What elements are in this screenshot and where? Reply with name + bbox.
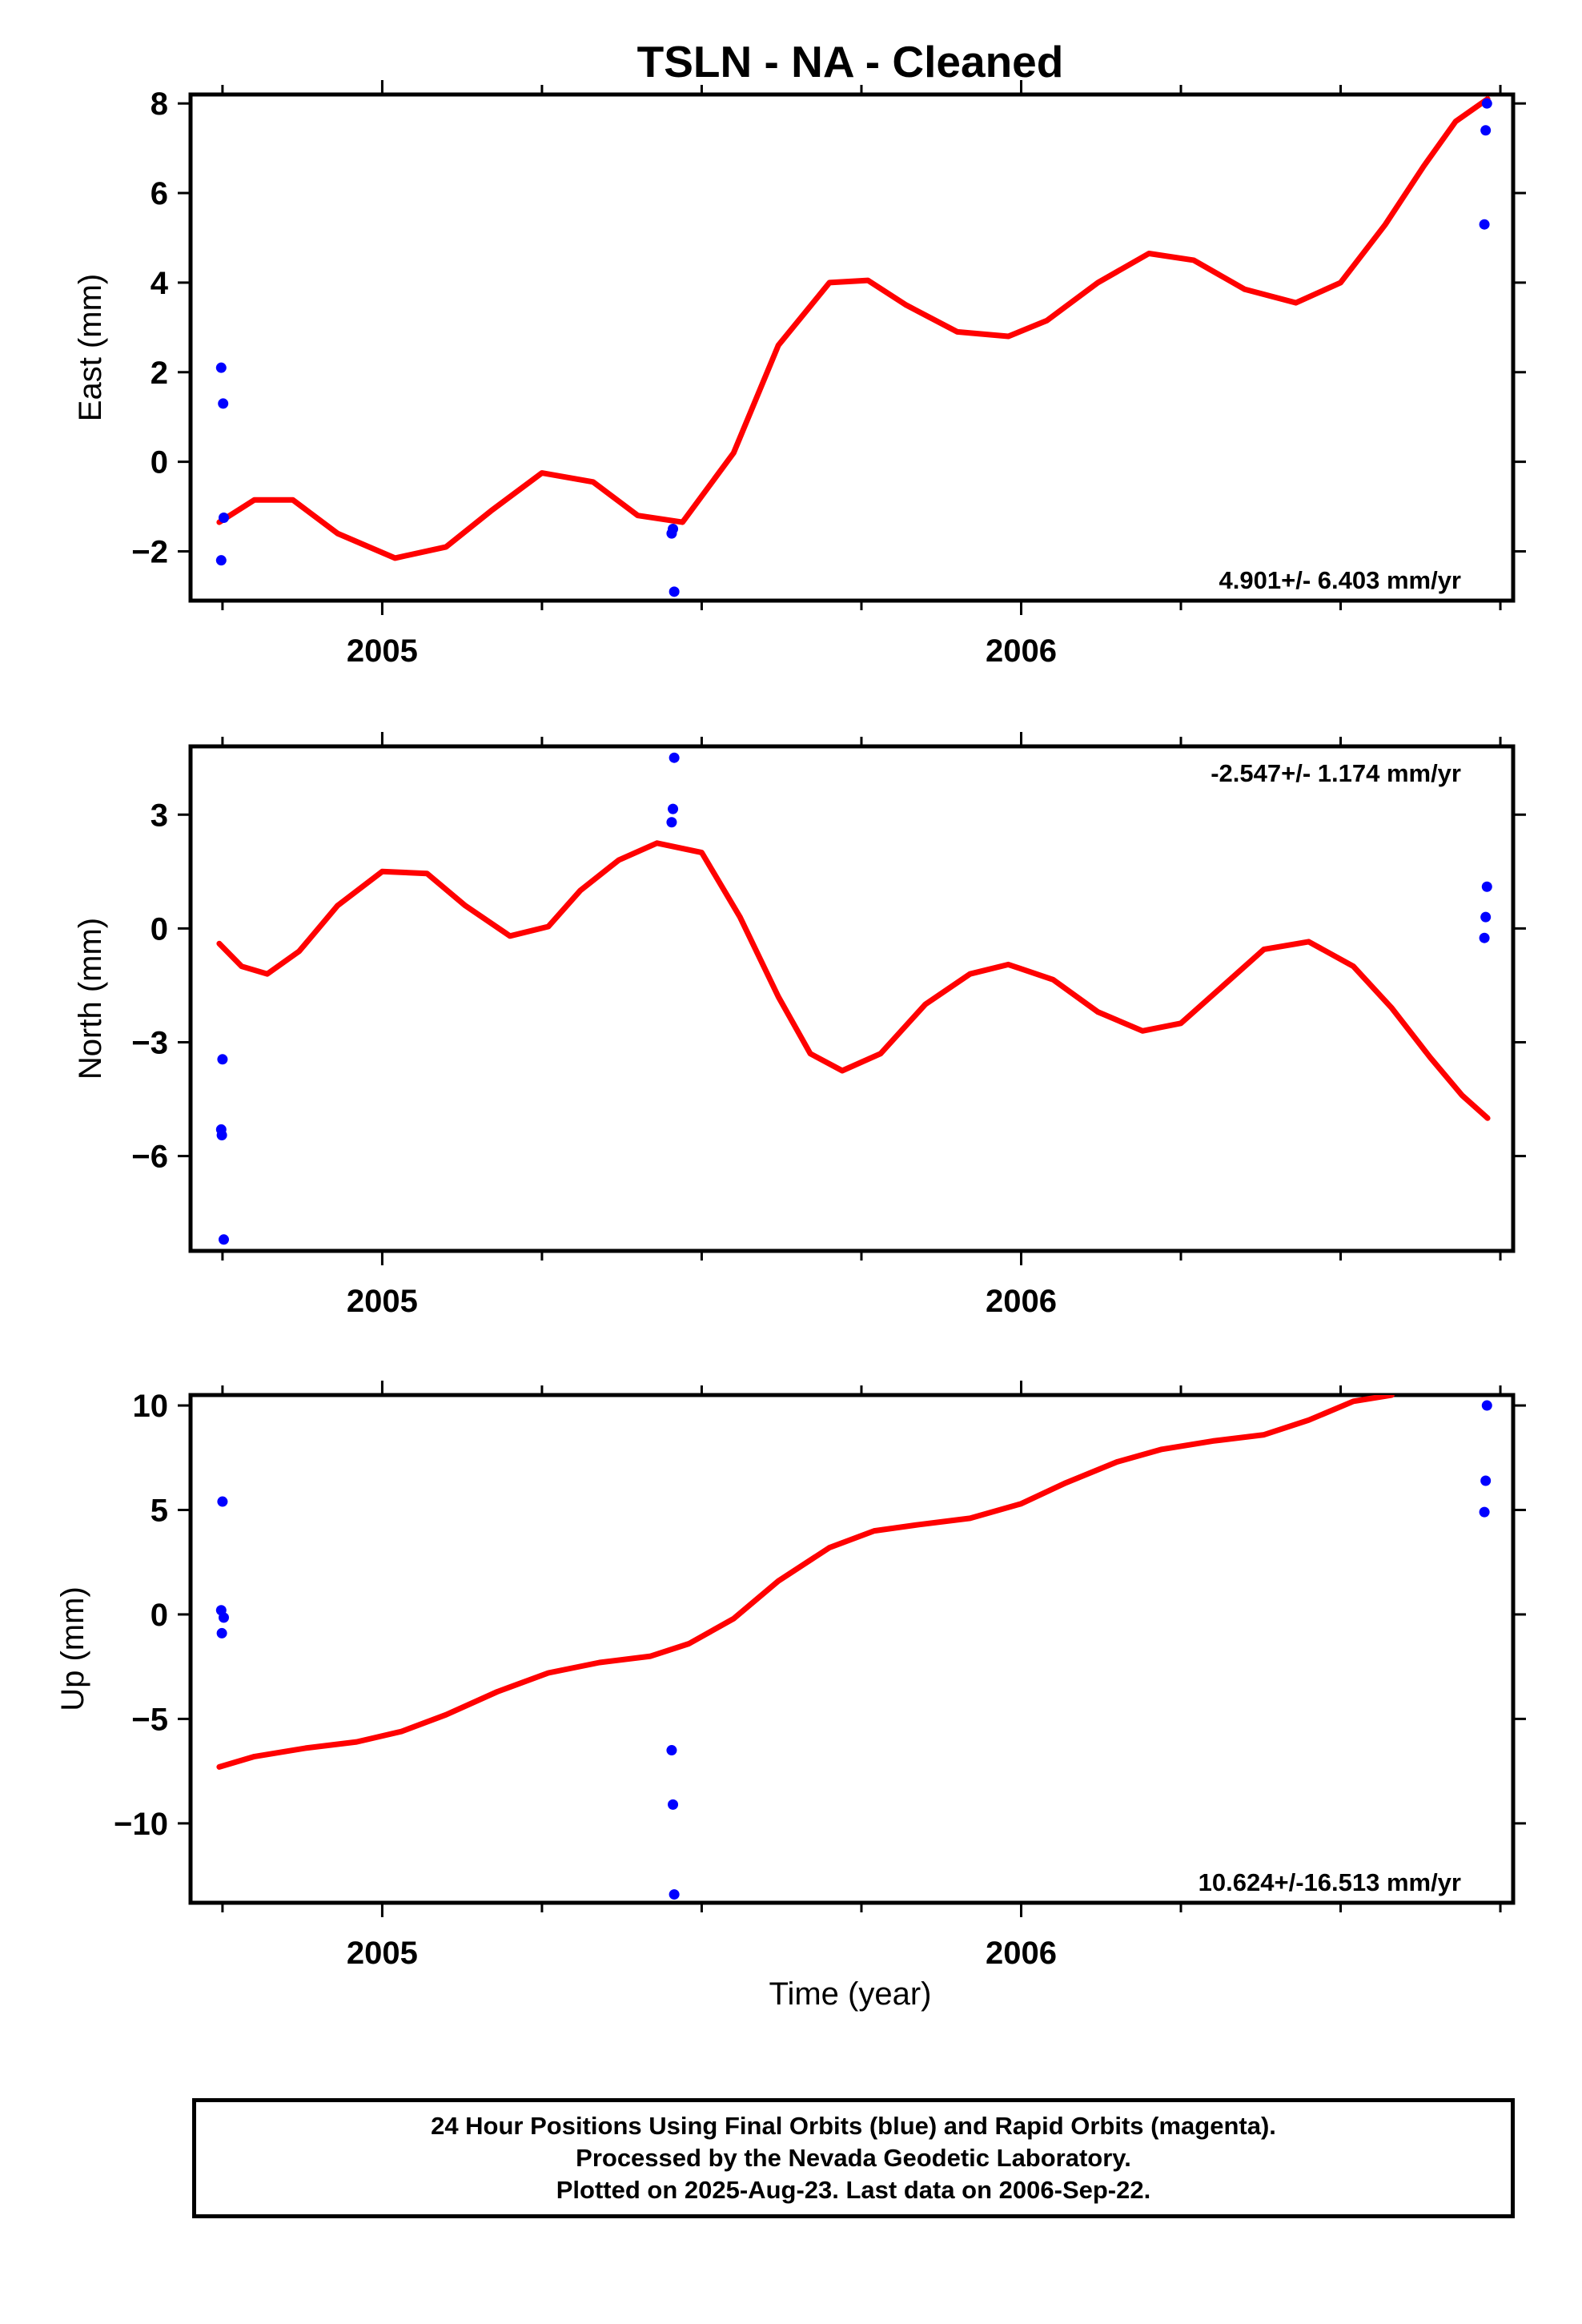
x-axis-label: Time (year): [769, 1976, 932, 2012]
model-curve: [216, 96, 1491, 561]
data-point: [668, 803, 679, 814]
y-tick-label: 6: [151, 176, 168, 211]
plot-frame: [188, 92, 1516, 603]
data-point: [668, 1799, 679, 1810]
model-curve: [216, 840, 1491, 1121]
y-tick-label: −3: [131, 1025, 168, 1060]
x-tick-label: 2005: [347, 1936, 418, 1971]
y-tick-label: 8: [151, 86, 168, 122]
data-point: [216, 1130, 227, 1141]
footer-line-2: Processed by the Nevada Geodetic Laborat…: [576, 2144, 1131, 2172]
y-tick-label: −10: [114, 1807, 168, 1842]
data-point: [1480, 125, 1492, 136]
data-point: [217, 1054, 228, 1065]
data-point: [216, 1627, 227, 1638]
x-tick-label: 2005: [347, 633, 418, 669]
footer-line-1: 24 Hour Positions Using Final Orbits (bl…: [431, 2112, 1276, 2140]
data-point: [218, 513, 229, 524]
model-curve: [216, 1395, 1395, 1770]
y-tick-label: 3: [151, 798, 168, 833]
panels: 2005 2006 −2 0 2 4 6 8 East (mm) 4.901+/- 6.403 m…: [55, 80, 1526, 1971]
y-tick-label: −6: [131, 1140, 168, 1175]
data-point: [218, 1234, 229, 1245]
y-tick-label: −2: [131, 534, 168, 569]
rate-annotation: -2.547+/- 1.174 mm/yr: [1211, 759, 1461, 787]
data-point: [666, 1745, 677, 1756]
data-point: [1481, 1400, 1492, 1411]
data-point: [1479, 219, 1490, 230]
y-tick-label: 0: [151, 1598, 168, 1633]
chart-title: TSLN - NA - Cleaned: [637, 37, 1064, 86]
data-point: [1480, 911, 1492, 923]
panel-north: 2005 2006 −6 −3 0 3 North (mm) -2.547+/- 1.174 …: [73, 732, 1526, 1319]
y-tick-label: 2: [151, 356, 168, 391]
plot-frame: [188, 1393, 1516, 1905]
y-tick-label: 0: [151, 445, 168, 480]
x-tick-label: 2006: [986, 1284, 1057, 1319]
data-point: [669, 752, 680, 763]
data-point: [218, 1612, 229, 1623]
panel-up: 2005 2006 −10 −5 0 5 10 Up (mm) 10.624+/-16.513 …: [55, 1381, 1526, 1971]
data-point: [669, 586, 680, 597]
rate-annotation: 4.901+/- 6.403 mm/yr: [1219, 566, 1461, 594]
plot-frame: [188, 744, 1516, 1253]
x-tick-label: 2006: [986, 1936, 1057, 1971]
rate-annotation: 10.624+/-16.513 mm/yr: [1199, 1868, 1461, 1896]
y-tick-label: −5: [131, 1702, 168, 1737]
data-point: [218, 398, 229, 409]
data-point: [1480, 1475, 1492, 1486]
y-tick-label: 4: [151, 266, 169, 301]
footer-line-3: Plotted on 2025-Aug-23. Last data on 200…: [556, 2176, 1151, 2204]
data-point: [666, 817, 677, 828]
data-point: [217, 1496, 228, 1507]
y-tick-label: 5: [151, 1493, 168, 1528]
y-tick-label: 0: [151, 911, 168, 947]
data-point: [1481, 881, 1492, 892]
data-point: [215, 362, 227, 373]
y-axis-label: East (mm): [73, 274, 108, 421]
data-point: [1479, 1506, 1490, 1518]
data-point: [1481, 98, 1492, 109]
panel-east: 2005 2006 −2 0 2 4 6 8 East (mm) 4.901+/- 6.403 m…: [73, 80, 1526, 669]
footer-box: 24 Hour Positions Using Final Orbits (bl…: [192, 2098, 1515, 2218]
data-point: [668, 524, 679, 535]
x-tick-label: 2006: [986, 633, 1057, 669]
data-point: [669, 1889, 680, 1900]
y-axis-label: North (mm): [73, 918, 108, 1080]
y-axis-label: Up (mm): [55, 1586, 90, 1711]
y-tick-label: 10: [133, 1389, 169, 1424]
data-point: [1479, 932, 1490, 943]
data-point: [215, 555, 227, 566]
x-tick-label: 2005: [347, 1284, 418, 1319]
